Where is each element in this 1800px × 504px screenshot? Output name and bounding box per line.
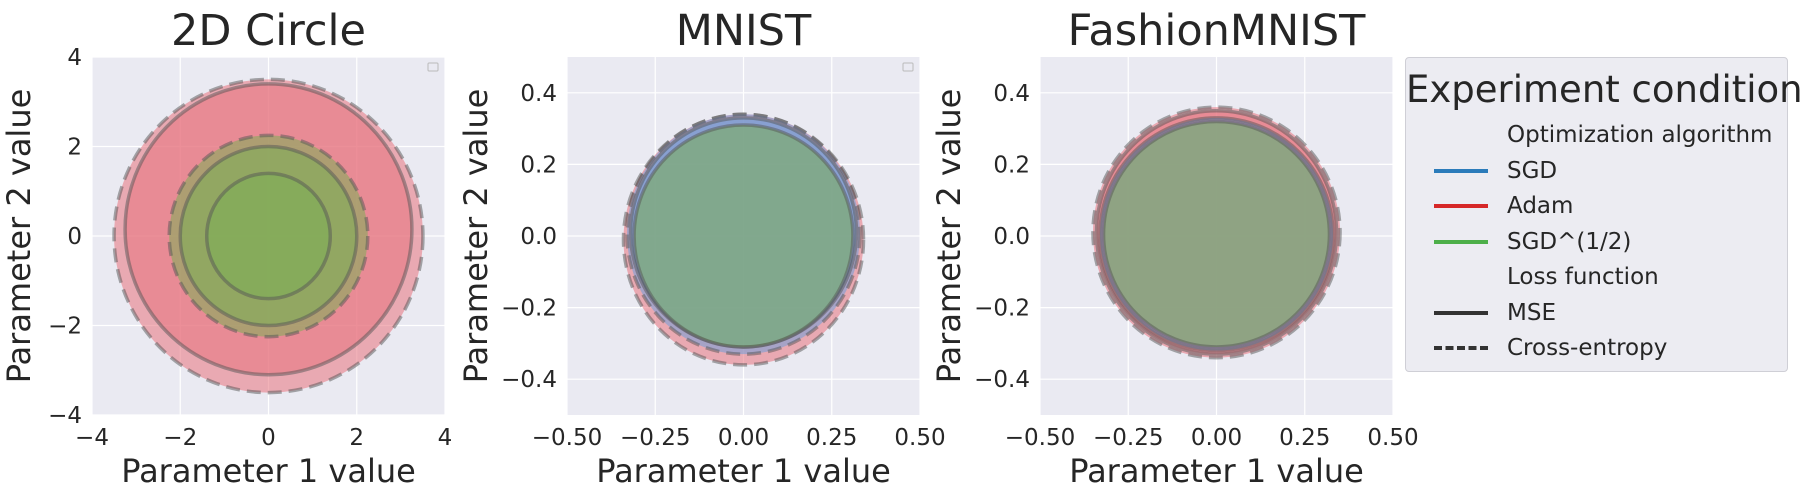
legend-section-header: Loss function [1406, 262, 1787, 292]
chart-panel-3: −0.50 −0.25 0.00 0.25 0.50 0.4 0.2 0.0 −0.2 −0.4 F… [930, 6, 1419, 490]
circle-sgd12-mse [1101, 119, 1332, 349]
x-tick-label: −0.50 [1005, 425, 1075, 451]
y-tick-label: 2 [67, 135, 82, 161]
legend-swatch [1434, 204, 1488, 208]
legend-label: SGD [1507, 157, 1558, 184]
x-tick-label: −0.25 [620, 425, 690, 451]
x-tick-label: −2 [163, 425, 197, 451]
y-tick-label: 0.0 [993, 224, 1030, 250]
x-tick-label: −4 [75, 425, 109, 451]
y-tick-label: −0.2 [501, 296, 557, 322]
legend-swatch [1434, 168, 1488, 173]
legend-label: Cross-entropy [1507, 335, 1668, 361]
legend-title: Experiment condition [1406, 68, 1800, 111]
circle-sgd12-mse [632, 123, 855, 349]
x-axis-label: Parameter 1 value [596, 452, 891, 490]
legend-swatch [1434, 346, 1488, 350]
x-tick-label: 2 [349, 425, 364, 451]
x-tick-label: −0.50 [532, 425, 602, 451]
x-tick-label: 0.50 [894, 425, 945, 451]
y-tick-label: 0.0 [520, 224, 557, 250]
empty-legend-box [902, 62, 914, 72]
x-axis-label: Parameter 1 value [121, 452, 416, 490]
y-tick-label: −0.4 [501, 367, 557, 393]
chart-title: FashionMNIST [1068, 6, 1367, 56]
x-tick-label: 4 [438, 425, 453, 451]
y-tick-label: −0.2 [974, 296, 1030, 322]
chart-panel-1: −4 −2 0 2 4 4 2 0 −2 −4 2D Circle Parameter 1 value… [0, 6, 452, 490]
y-tick-label: 0.2 [993, 152, 1030, 178]
circles-group [112, 77, 425, 395]
y-axis-label: Parameter 2 value [457, 89, 495, 384]
legend-label: SGD^(1/2) [1507, 228, 1632, 255]
chart-panel-2: −0.50 −0.25 0.00 0.25 0.50 0.4 0.2 0.0 −0.2 −0.4 M… [457, 6, 946, 490]
legend: Experiment condition Optimization algori… [1405, 57, 1800, 372]
x-tick-label: 0.00 [1191, 425, 1242, 451]
legend-label: Adam [1507, 193, 1574, 219]
x-tick-label: 0 [261, 425, 276, 451]
chart-title: 2D Circle [171, 6, 366, 56]
y-tick-label: −0.4 [974, 367, 1030, 393]
x-tick-label: 0.25 [806, 425, 857, 451]
y-axis-label: Parameter 2 value [930, 89, 968, 384]
y-tick-label: −4 [48, 403, 82, 429]
circles-group [1091, 105, 1342, 360]
legend-entry: MSE [1406, 298, 1787, 328]
y-tick-label: 0 [67, 224, 82, 250]
legend-swatch [1434, 310, 1488, 315]
legend-section-header: Optimization algorithm [1406, 120, 1787, 150]
y-axis-label: Parameter 2 value [0, 89, 38, 384]
y-tick-label: 0.4 [520, 81, 557, 107]
legend-entry: Cross-entropy [1406, 333, 1787, 363]
legend-swatch [1434, 239, 1488, 244]
y-tick-label: 4 [67, 45, 82, 71]
x-axis-label: Parameter 1 value [1069, 452, 1364, 490]
x-tick-label: 0.00 [718, 425, 769, 451]
legend-entry: SGD [1406, 156, 1787, 186]
legend-label: Optimization algorithm [1507, 122, 1773, 148]
x-tick-label: 0.25 [1279, 425, 1330, 451]
x-tick-label: −0.25 [1093, 425, 1163, 451]
chart-title: MNIST [676, 6, 812, 56]
legend-label: Loss function [1507, 264, 1659, 290]
y-tick-label: −2 [48, 314, 82, 340]
y-tick-label: 0.4 [993, 81, 1030, 107]
legend-entry: Adam [1406, 191, 1787, 221]
empty-legend-box [427, 62, 439, 72]
y-tick-label: 0.2 [520, 152, 557, 178]
circles-group [621, 112, 866, 367]
circle-sgd12-mse [204, 171, 333, 301]
legend-label: MSE [1507, 299, 1556, 326]
x-tick-label: 0.50 [1367, 425, 1418, 451]
legend-entry: SGD^(1/2) [1406, 227, 1787, 257]
